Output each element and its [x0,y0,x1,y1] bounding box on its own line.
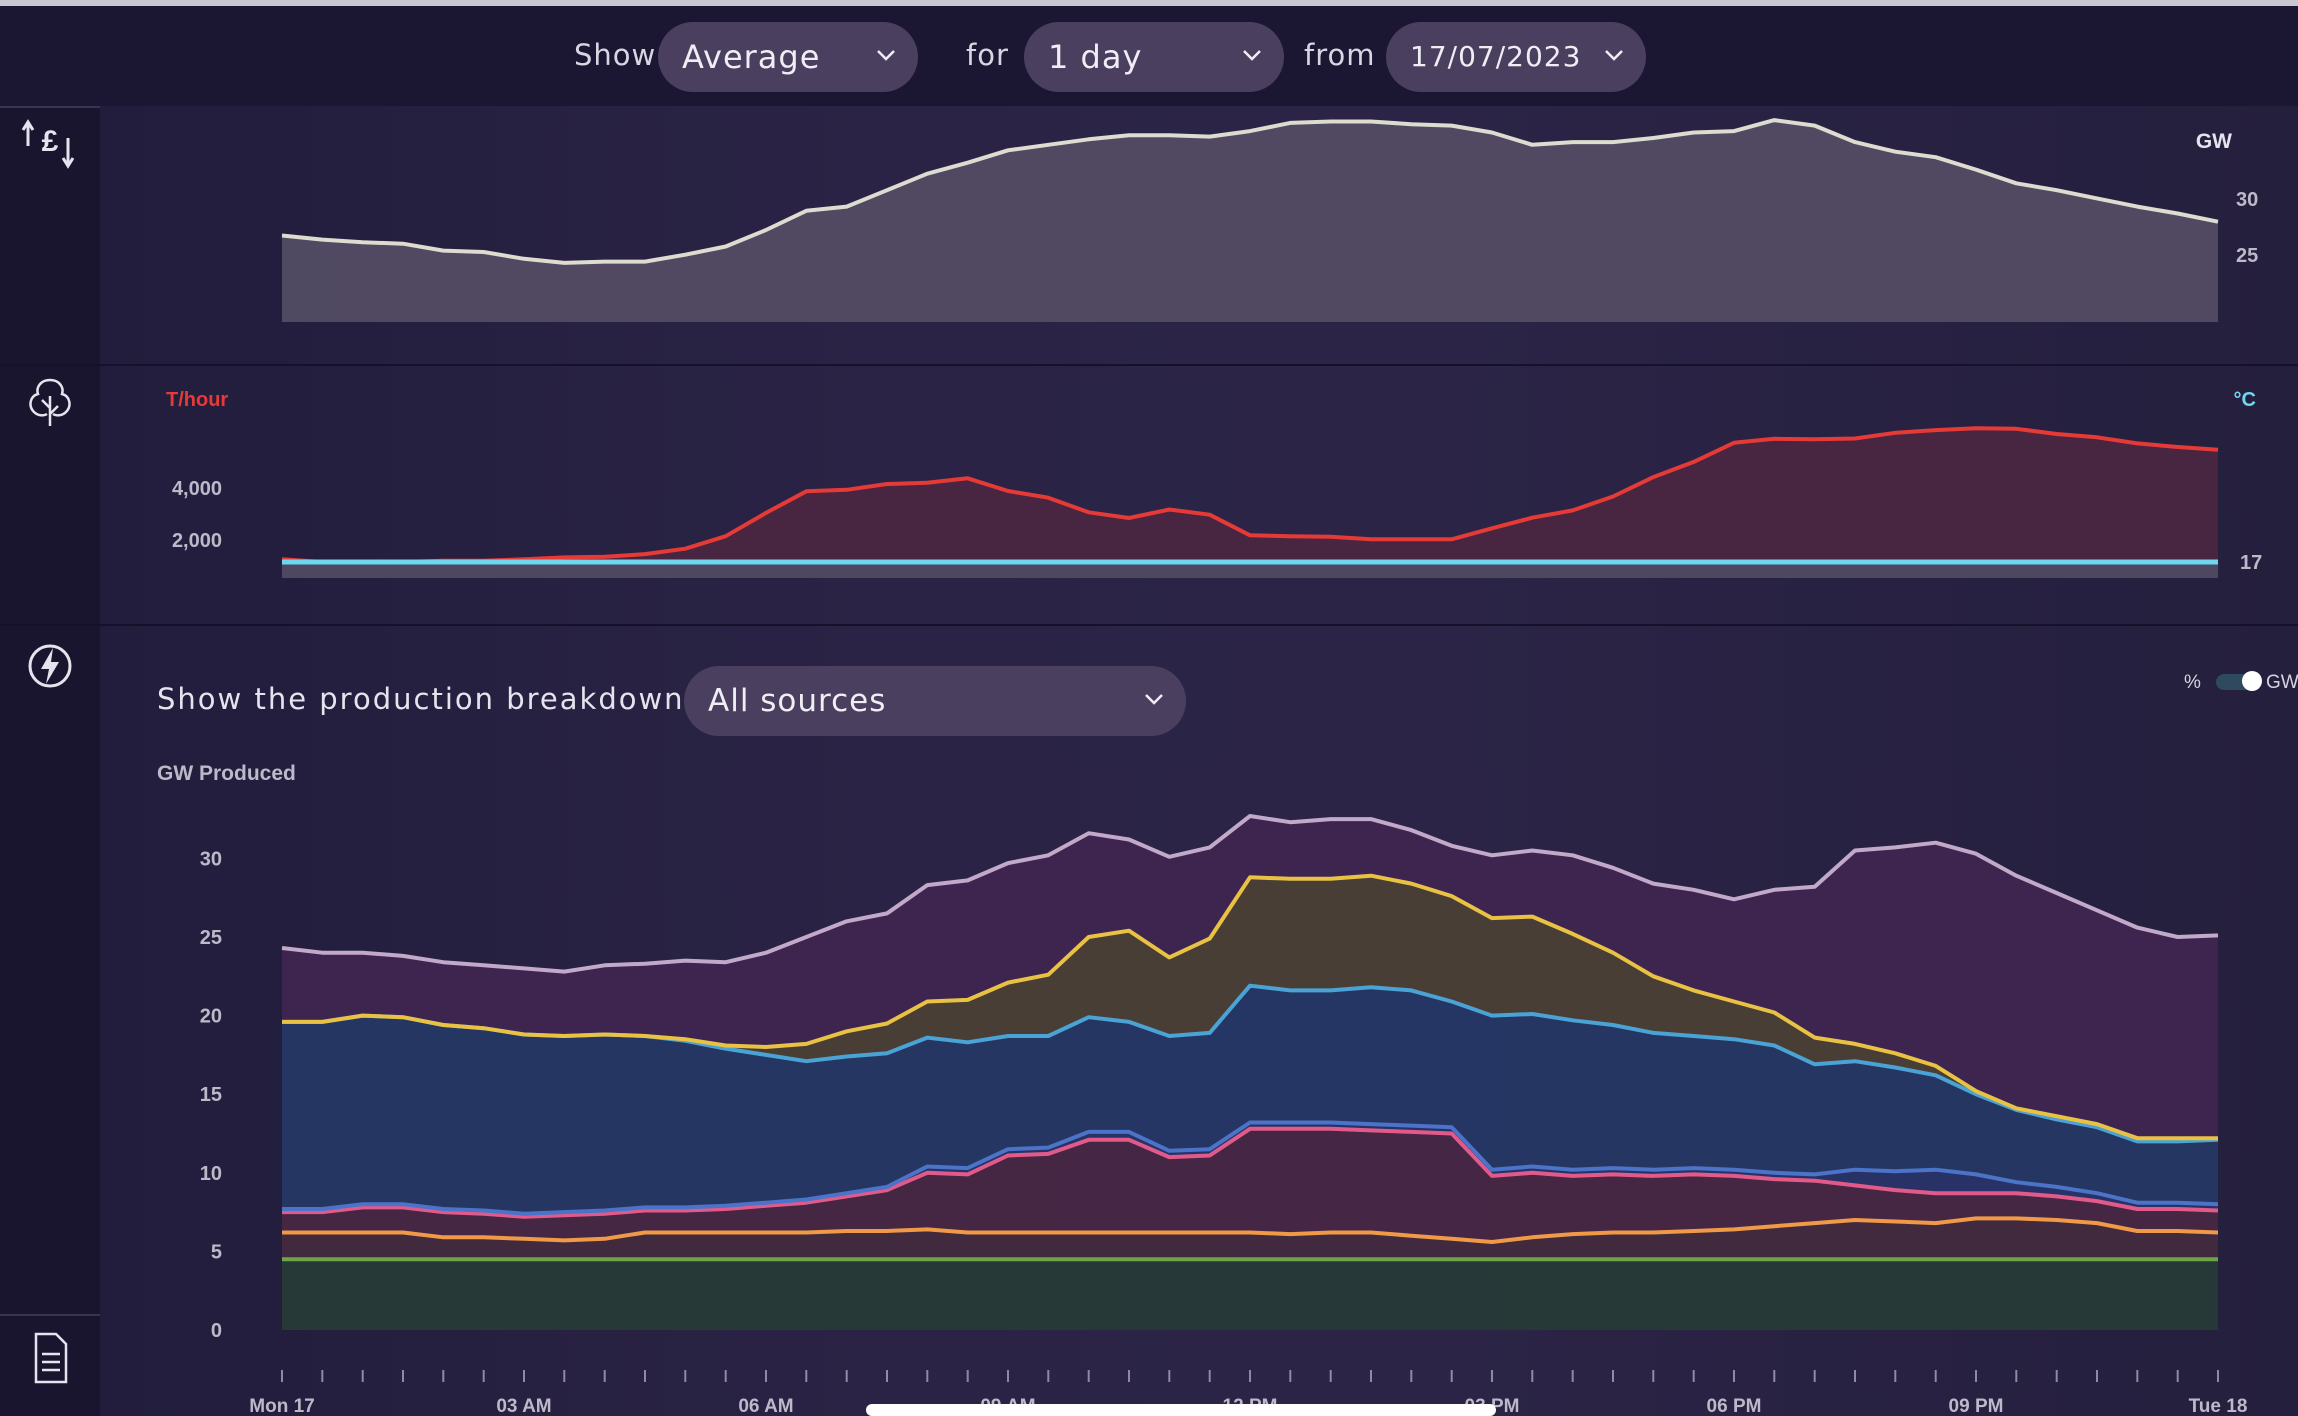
production-line-5 [282,873,2218,1141]
production-area-5 [282,875,2218,1142]
production-line-2 [282,1126,2219,1219]
for-label: for [966,38,1009,72]
production-tick: 25 [200,927,222,949]
production-line-1 [282,1216,2219,1244]
emissions-chart: T/hour °C 4,000 2,000 17 [166,389,2262,578]
panel-divider [0,624,2298,626]
date-value: 17/07/2023 [1410,40,1582,73]
production-chart: GW Produced 0 5 10 15 20 25 30 [157,762,2219,1382]
emissions-panel: T/hour °C 4,000 2,000 17 [100,366,2298,624]
production-panel: GW Produced 0 5 10 15 20 25 30 [100,626,2298,1416]
source-value: All sources [708,683,887,719]
lightning-icon[interactable] [20,636,80,696]
emissions-line [281,426,2219,564]
temperature-unit: °C [2234,389,2256,411]
production-area-4 [282,985,2218,1214]
top-controls-bar: Show Average for 1 day from 17/07/2023 [0,6,2298,106]
svg-text:£: £ [42,125,59,158]
chevron-down-icon [1145,694,1163,705]
x-axis-label: Tue 18 [2188,1396,2248,1416]
production-line-3 [282,1120,2219,1216]
x-axis-label: 06 PM [1706,1396,1762,1416]
emissions-tick: 4,000 [172,478,222,500]
production-line-6 [281,814,2219,974]
x-axis-label: 09 PM [1948,1396,2004,1416]
tree-icon[interactable] [20,374,80,434]
period-dropdown[interactable]: 1 day [1024,22,1284,92]
temperature-tick: 17 [2240,552,2262,574]
sidebar-divider [0,106,100,108]
production-ylabel: GW Produced [157,762,296,785]
top-border [0,0,2298,6]
date-dropdown[interactable]: 17/07/2023 [1386,22,1646,92]
demand-tick: 25 [2236,245,2258,267]
chevron-down-icon [877,50,895,61]
chevron-down-icon [1605,50,1623,61]
x-axis-label: 03 AM [496,1396,552,1416]
from-label: from [1304,38,1376,72]
demand-chart: GW 30 25 [281,118,2258,322]
demand-tick: 30 [2236,189,2258,211]
production-tick: 10 [200,1163,222,1185]
show-label: Show [574,38,657,72]
emissions-unit: T/hour [166,389,228,411]
chevron-down-icon [1243,50,1261,61]
horizontal-scrollbar[interactable] [866,1404,1496,1416]
production-tick: 0 [211,1320,222,1342]
production-area-1 [282,1218,2218,1260]
demand-panel: GW 30 25 [100,106,2298,364]
production-tick: 30 [200,848,222,870]
toggle-gw-label: GW [2266,672,2298,693]
production-tick: 5 [211,1241,222,1263]
aggregation-value: Average [682,38,821,76]
production-area-0 [282,1259,2218,1330]
emissions-tick: 2,000 [172,530,222,552]
production-area-6 [282,816,2218,1139]
document-icon[interactable] [20,1328,80,1388]
production-tick: 15 [200,1084,222,1106]
sidebar: £ [0,106,100,1416]
emissions-area [282,428,2218,562]
sidebar-divider [0,1314,100,1316]
demand-area [282,120,2218,322]
period-value: 1 day [1048,38,1143,76]
production-tick: 20 [200,1006,222,1028]
toggle-knob[interactable] [2242,671,2262,691]
toggle-percent-label: % [2184,672,2201,693]
demand-unit: GW [2196,130,2232,153]
price-icon[interactable]: £ [20,116,80,176]
demand-line [281,118,2219,265]
production-area-2 [282,1128,2218,1242]
panel-divider [0,364,2298,366]
emissions-baseline [282,562,2218,578]
source-dropdown[interactable]: All sources [684,666,1186,736]
aggregation-dropdown[interactable]: Average [658,22,918,92]
x-axis-label: Mon 17 [249,1396,315,1416]
breakdown-label: Show the production breakdown of [157,682,728,716]
x-axis-label: 06 AM [738,1396,794,1416]
